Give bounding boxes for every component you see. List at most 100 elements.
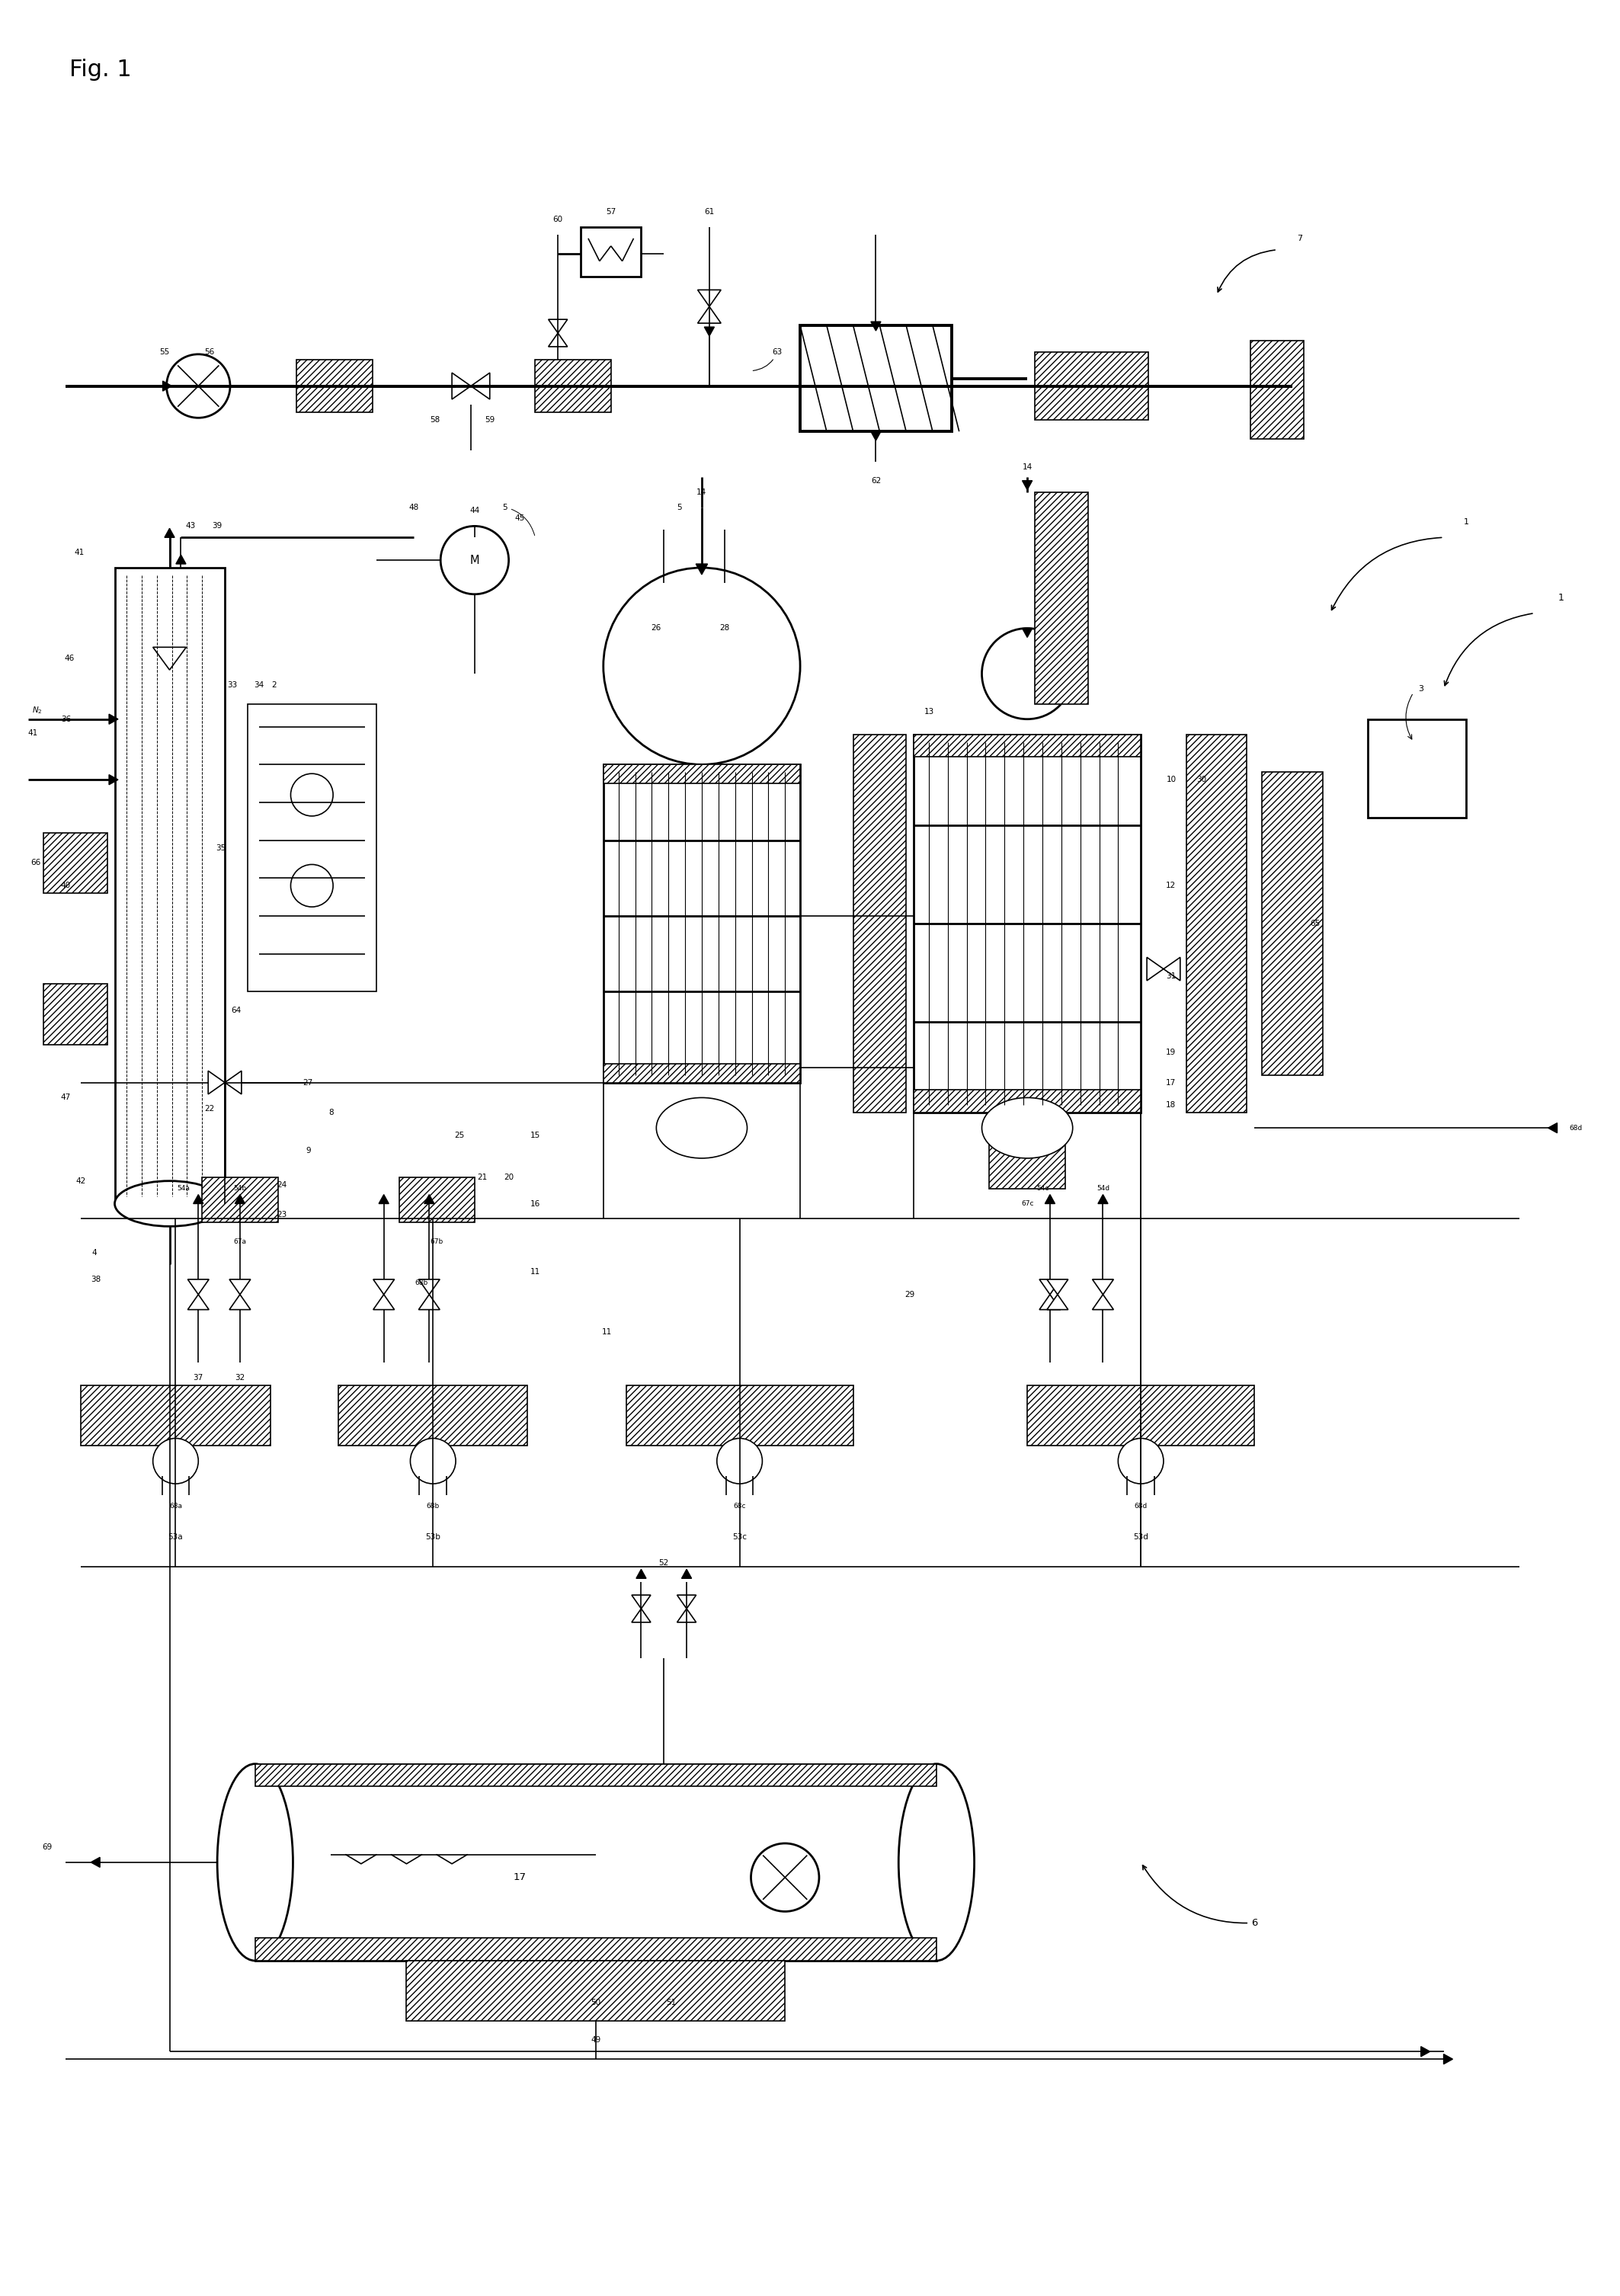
Text: 56: 56 <box>204 349 215 356</box>
Text: 52: 52 <box>659 1559 669 1568</box>
Bar <box>81 1384 271 1446</box>
Bar <box>854 735 906 1114</box>
Polygon shape <box>230 1279 251 1295</box>
Circle shape <box>603 567 800 765</box>
Text: 5: 5 <box>502 503 535 535</box>
Text: 3: 3 <box>1418 684 1424 693</box>
Text: 40: 40 <box>62 882 71 889</box>
Polygon shape <box>1047 1295 1068 1309</box>
Text: 58: 58 <box>431 416 441 425</box>
Bar <box>44 833 107 893</box>
Bar <box>1367 719 1466 817</box>
Polygon shape <box>1163 957 1181 980</box>
Text: 53a: 53a <box>168 1534 183 1541</box>
Polygon shape <box>1092 1279 1113 1295</box>
Ellipse shape <box>982 1097 1072 1157</box>
Ellipse shape <box>656 1097 747 1157</box>
Bar <box>339 1384 528 1446</box>
Bar <box>254 1763 936 1961</box>
Text: 14: 14 <box>1022 464 1032 471</box>
Circle shape <box>718 1437 763 1483</box>
Text: 66: 66 <box>31 859 41 868</box>
Text: 68d: 68d <box>1134 1504 1147 1511</box>
Text: 28: 28 <box>719 625 729 631</box>
Text: 35: 35 <box>215 845 227 852</box>
Bar <box>990 1137 1064 1189</box>
Polygon shape <box>162 381 172 390</box>
Polygon shape <box>1045 1194 1055 1203</box>
Text: 50: 50 <box>591 1998 601 2007</box>
Polygon shape <box>379 1194 389 1203</box>
Text: 18: 18 <box>1166 1102 1176 1109</box>
Bar <box>580 227 642 276</box>
Bar <box>399 1178 475 1221</box>
Text: 36: 36 <box>62 716 71 723</box>
Bar <box>254 1763 936 1786</box>
Bar <box>248 705 376 992</box>
Polygon shape <box>177 556 186 565</box>
Bar <box>1186 735 1247 1114</box>
Text: 17: 17 <box>514 1874 526 1883</box>
Text: M: M <box>470 553 480 565</box>
Circle shape <box>441 526 509 595</box>
Text: 29: 29 <box>906 1290 915 1297</box>
Text: 41: 41 <box>28 728 39 737</box>
Text: 42: 42 <box>76 1178 86 1185</box>
Text: 13: 13 <box>923 707 933 716</box>
Circle shape <box>290 866 334 907</box>
Polygon shape <box>1047 1279 1068 1295</box>
Polygon shape <box>1147 957 1163 980</box>
Text: $N_2$: $N_2$ <box>32 705 42 716</box>
Text: 55: 55 <box>159 349 170 356</box>
Text: 53d: 53d <box>1134 1534 1149 1541</box>
Text: 16: 16 <box>530 1201 539 1208</box>
Text: 54b: 54b <box>233 1185 246 1192</box>
Polygon shape <box>235 1194 245 1203</box>
Polygon shape <box>1092 1295 1113 1309</box>
Text: 22: 22 <box>204 1104 215 1114</box>
Text: 43: 43 <box>186 521 196 530</box>
Bar <box>44 985 107 1045</box>
Polygon shape <box>225 1070 241 1095</box>
Text: 51: 51 <box>666 1998 677 2007</box>
Polygon shape <box>1040 1279 1061 1295</box>
Text: 8: 8 <box>329 1109 334 1116</box>
Text: 54a: 54a <box>177 1185 190 1192</box>
Bar <box>115 567 225 1203</box>
Text: 54c: 54c <box>1037 1185 1048 1192</box>
Text: 26: 26 <box>651 625 661 631</box>
Polygon shape <box>109 714 118 723</box>
Text: 54d: 54d <box>1097 1185 1110 1192</box>
Text: 1: 1 <box>1558 592 1563 604</box>
Polygon shape <box>91 1857 100 1867</box>
Polygon shape <box>698 308 721 324</box>
Ellipse shape <box>899 1763 974 1961</box>
Text: 53b: 53b <box>426 1534 441 1541</box>
Text: 37: 37 <box>193 1373 204 1382</box>
Text: 17: 17 <box>1166 1079 1176 1086</box>
Polygon shape <box>1040 1295 1061 1309</box>
Polygon shape <box>230 1295 251 1309</box>
Text: 68c: 68c <box>734 1504 745 1511</box>
Text: 47: 47 <box>62 1093 71 1102</box>
Text: 11: 11 <box>603 1329 612 1336</box>
Polygon shape <box>1549 1123 1557 1132</box>
Bar <box>1251 340 1304 439</box>
Text: 68b: 68b <box>415 1279 428 1286</box>
Polygon shape <box>549 319 567 333</box>
Circle shape <box>167 354 230 418</box>
Text: 2: 2 <box>272 682 277 689</box>
Polygon shape <box>418 1295 439 1309</box>
Circle shape <box>410 1437 455 1483</box>
Bar <box>603 765 800 1081</box>
Circle shape <box>752 1844 820 1913</box>
Polygon shape <box>549 333 567 347</box>
Circle shape <box>1118 1437 1163 1483</box>
Bar <box>603 1063 800 1081</box>
Bar <box>202 1178 277 1221</box>
Polygon shape <box>637 1568 646 1577</box>
Polygon shape <box>188 1279 209 1295</box>
Bar <box>535 360 611 413</box>
Text: 46: 46 <box>65 654 75 661</box>
Bar <box>625 1384 854 1446</box>
